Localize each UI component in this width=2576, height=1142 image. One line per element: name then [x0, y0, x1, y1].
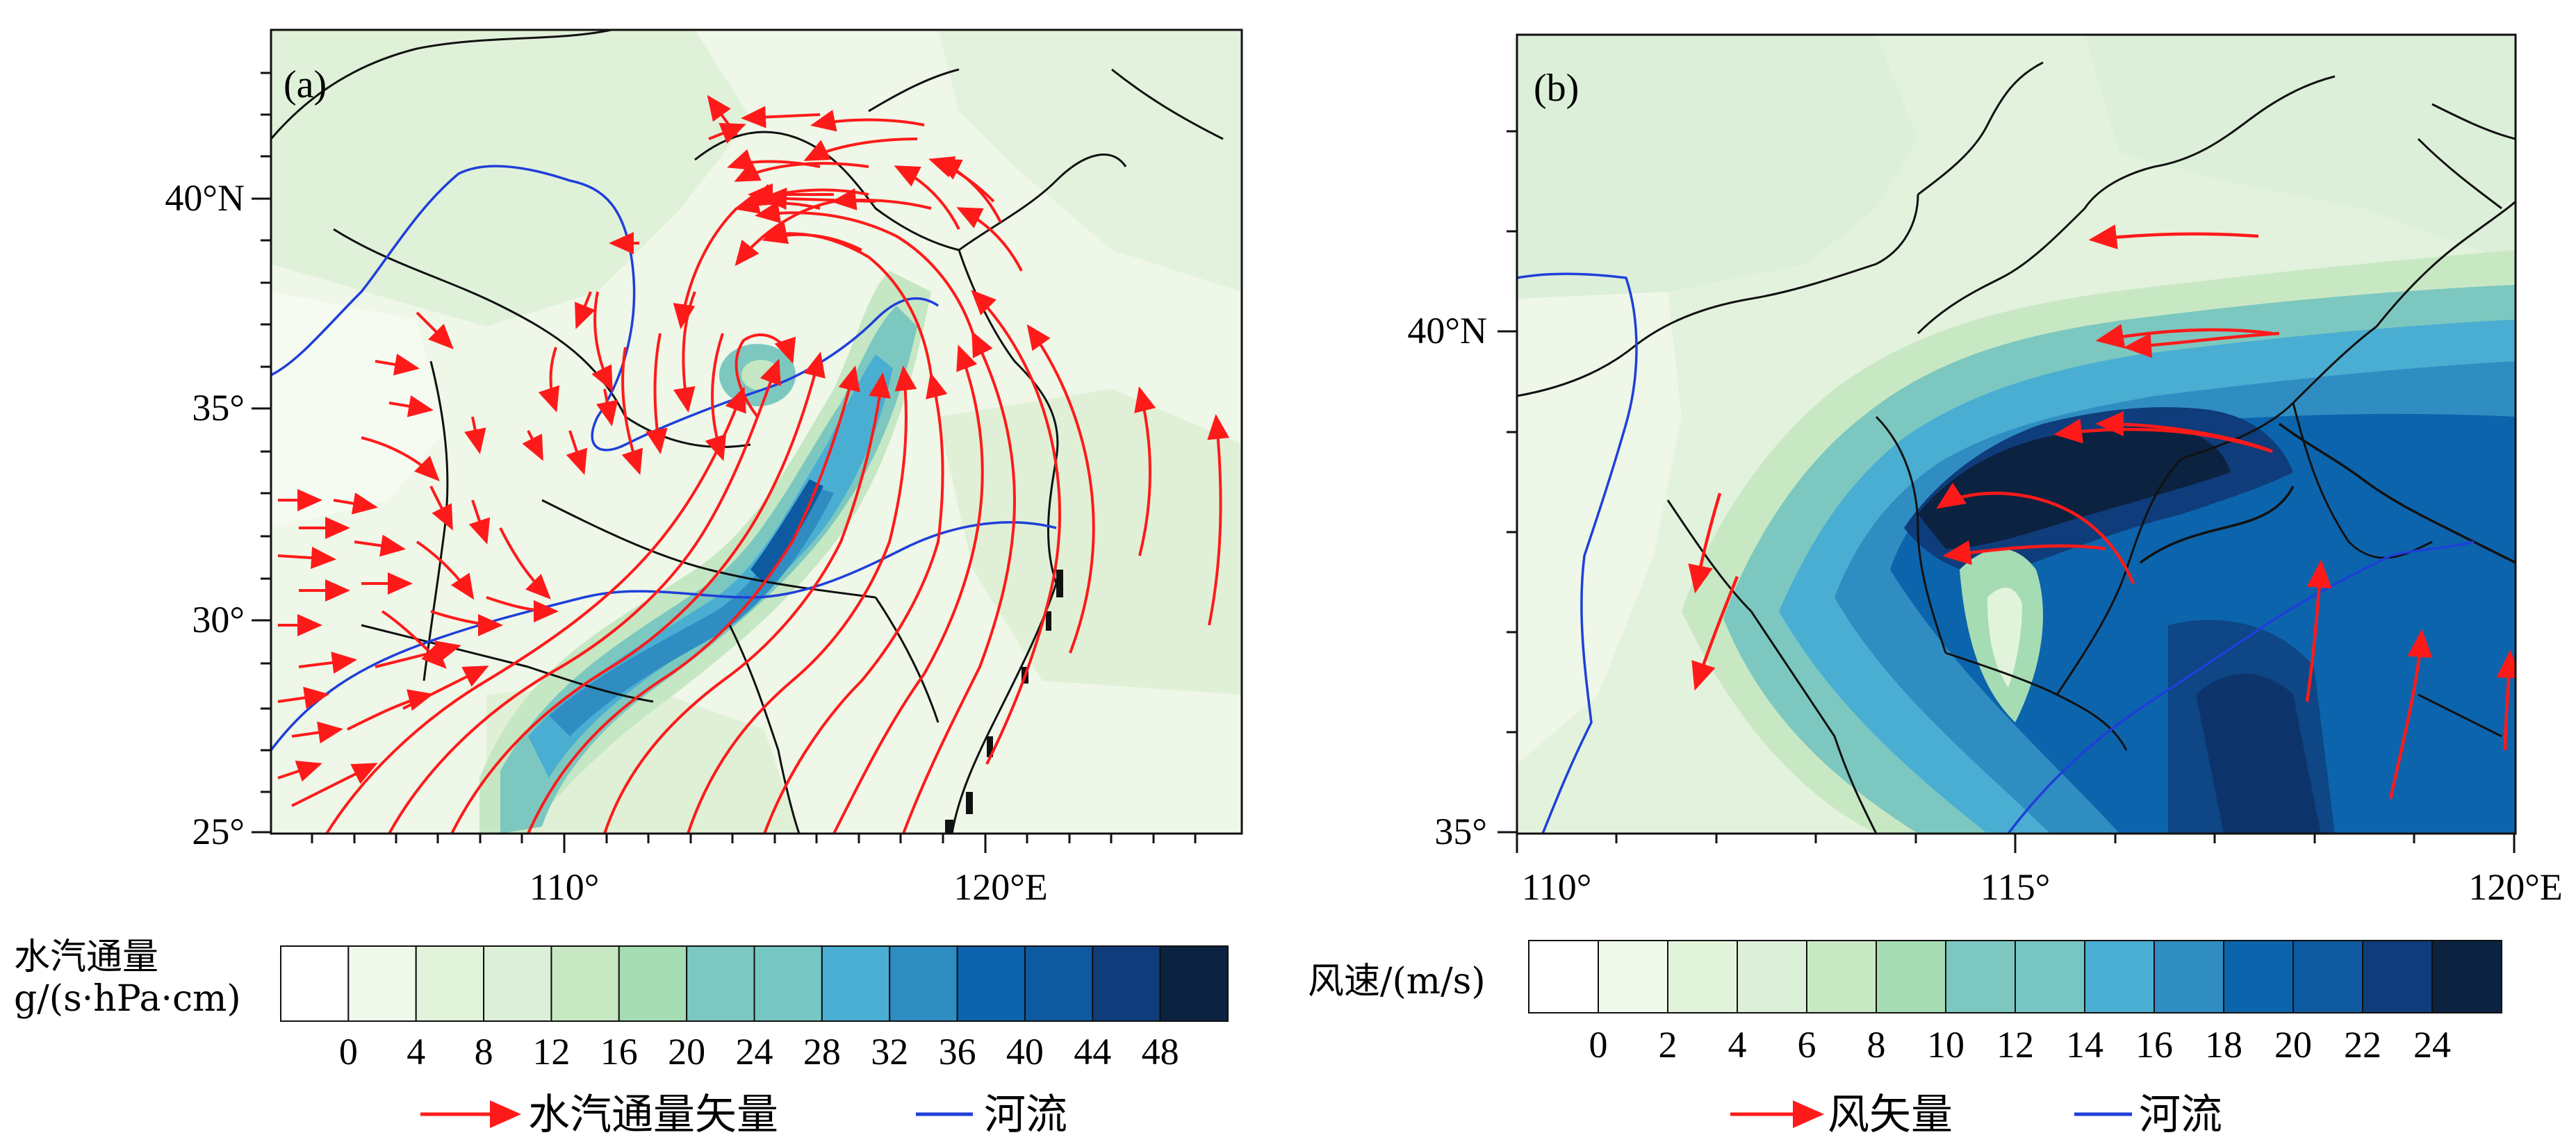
x-tick-b-120: 120°E — [2468, 866, 2563, 908]
colorbar-b-labels: 0 2 4 6 8 10 12 14 16 18 20 22 24 — [1589, 1024, 2452, 1066]
panel-tag-b: (b) — [1534, 67, 1579, 110]
colorbar-a-tick-label: 4 — [407, 1031, 425, 1073]
colorbar-b-tick-label: 20 — [2274, 1024, 2312, 1066]
colorbar-a — [280, 945, 1229, 1022]
colorbar-a-tick-label: 40 — [1006, 1031, 1044, 1073]
x-tick-b-115: 115° — [1980, 866, 2051, 908]
colorbar-b-swatch — [2015, 940, 2085, 1013]
colorbar-a-tick-label: 16 — [600, 1031, 638, 1073]
colorbar-a-swatch — [483, 945, 552, 1022]
colorbar-b-swatch — [2431, 940, 2502, 1013]
colorbar-a-swatch — [821, 945, 891, 1022]
legend-b-river-label: 河流 — [2139, 1091, 2222, 1139]
colorbar-a-tick-label: 48 — [1142, 1031, 1179, 1073]
colorbar-a-tick-label: 32 — [871, 1031, 908, 1073]
x-axis-a — [311, 834, 1197, 853]
colorbar-b-swatch — [2153, 940, 2224, 1013]
colorbar-a-swatch — [956, 945, 1026, 1022]
map-a-plot-area — [271, 30, 1242, 834]
colorbar-a-tick-label: 28 — [803, 1031, 841, 1073]
map-panel-a: (a) 25° 30° 35° 40°N — [14, 28, 1243, 1139]
map-panel-b: (b) 35° 40°N 110° 1 — [1308, 33, 2563, 1139]
colorbar-b-swatch — [2362, 940, 2433, 1013]
panel-tag-a: (a) — [284, 63, 327, 106]
colorbar-b-tick-label: 22 — [2344, 1024, 2381, 1066]
map-a-frame — [270, 28, 1243, 835]
y-tick-b-35: 35° — [1434, 811, 1487, 852]
colorbar-a-swatch — [1092, 945, 1161, 1022]
colorbar-a-tick-label: 20 — [668, 1031, 705, 1073]
colorbar-b-swatch — [1945, 940, 2016, 1013]
colorbar-a-swatch — [618, 945, 688, 1022]
colorbar-b-tick-label: 14 — [2066, 1024, 2103, 1066]
map-b-plot-area — [1517, 35, 2516, 834]
vectors-b — [1688, 224, 2516, 800]
y-axis-b — [1498, 130, 1517, 834]
colorbar-b-swatch — [1876, 940, 1946, 1013]
legend-b: 风矢量 河流 — [1730, 1091, 2222, 1139]
colorbar-a-swatch — [686, 945, 755, 1022]
x-tick-b-110: 110° — [1522, 866, 1592, 908]
colorbar-b-tick-label: 6 — [1798, 1024, 1816, 1066]
colorbar-a-title-line2: g/(s·hPa·cm) — [14, 978, 241, 1020]
colorbar-b-swatch — [1528, 940, 1599, 1013]
colorbar-b-tick-label: 0 — [1589, 1024, 1608, 1066]
colorbar-b-tick-label: 4 — [1728, 1024, 1747, 1066]
x-tick-a-110: 110° — [530, 866, 600, 908]
colorbar-b-tick-label: 24 — [2413, 1024, 2451, 1066]
colorbar-b-swatch — [2223, 940, 2294, 1013]
colorbar-b-tick-label: 16 — [2135, 1024, 2173, 1066]
colorbar-a-swatch — [347, 945, 417, 1022]
colorbar-b-swatch — [1806, 940, 1877, 1013]
rivers-b — [1517, 272, 2475, 834]
colorbar-a-swatch — [550, 945, 620, 1022]
colorbar-b-tick-label: 2 — [1659, 1024, 1677, 1066]
colorbar-b-tick-label: 12 — [1996, 1024, 2034, 1066]
colorbar-a-swatch — [889, 945, 958, 1022]
legend-b-vector-label: 风矢量 — [1828, 1091, 1953, 1139]
colorbar-a-swatch — [415, 945, 485, 1022]
colorbar-a-title-line1: 水汽通量 — [14, 936, 158, 978]
colorbar-a-tick-label: 24 — [736, 1031, 773, 1073]
legend-a-river-label: 河流 — [984, 1091, 1067, 1139]
colorbar-b-tick-label: 10 — [1927, 1024, 1964, 1066]
colorbar-a-labels: 0 4 8 12 16 20 24 28 32 36 40 44 48 — [339, 1031, 1179, 1073]
colorbar-a-swatch — [1024, 945, 1094, 1022]
coast-b — [2139, 422, 2516, 564]
y-tick-a-25: 25° — [192, 811, 245, 852]
y-tick-b-40: 40°N — [1407, 310, 1487, 351]
colorbar-a-tick-label: 36 — [939, 1031, 976, 1073]
colorbar-b-swatch — [1598, 940, 1668, 1013]
y-tick-a-40: 40°N — [165, 177, 245, 219]
colorbar-a-tick-label: 8 — [475, 1031, 493, 1073]
x-tick-a-120: 120°E — [953, 866, 1048, 908]
colorbar-b-swatch — [1667, 940, 1738, 1013]
colorbar-b-swatch — [2292, 940, 2363, 1013]
colorbar-a-swatch — [753, 945, 823, 1022]
colorbar-b-title: 风速/(m/s) — [1308, 961, 1486, 1002]
x-axis-b — [1516, 834, 2516, 853]
vectors-a — [277, 94, 1230, 834]
colorbar-a-swatch — [1159, 945, 1229, 1022]
colorbar-a-tick-label: 12 — [532, 1031, 570, 1073]
colorbar-a-tick-label: 44 — [1074, 1031, 1111, 1073]
colorbar-b-swatch — [1737, 940, 1807, 1013]
colorbar-b-tick-label: 8 — [1867, 1024, 1886, 1066]
legend-a: 水汽通量矢量 河流 — [420, 1091, 1067, 1139]
colorbar-a-swatch — [280, 945, 350, 1022]
colorbar-b — [1528, 940, 2502, 1013]
y-axis-a — [252, 72, 271, 834]
y-tick-a-35: 35° — [192, 387, 245, 429]
colorbar-b-tick-label: 18 — [2205, 1024, 2242, 1066]
colorbar-a-tick-label: 0 — [339, 1031, 358, 1073]
legend-a-vector-label: 水汽通量矢量 — [528, 1091, 778, 1139]
colorbar-b-swatch — [2084, 940, 2155, 1013]
y-tick-a-30: 30° — [192, 599, 245, 640]
